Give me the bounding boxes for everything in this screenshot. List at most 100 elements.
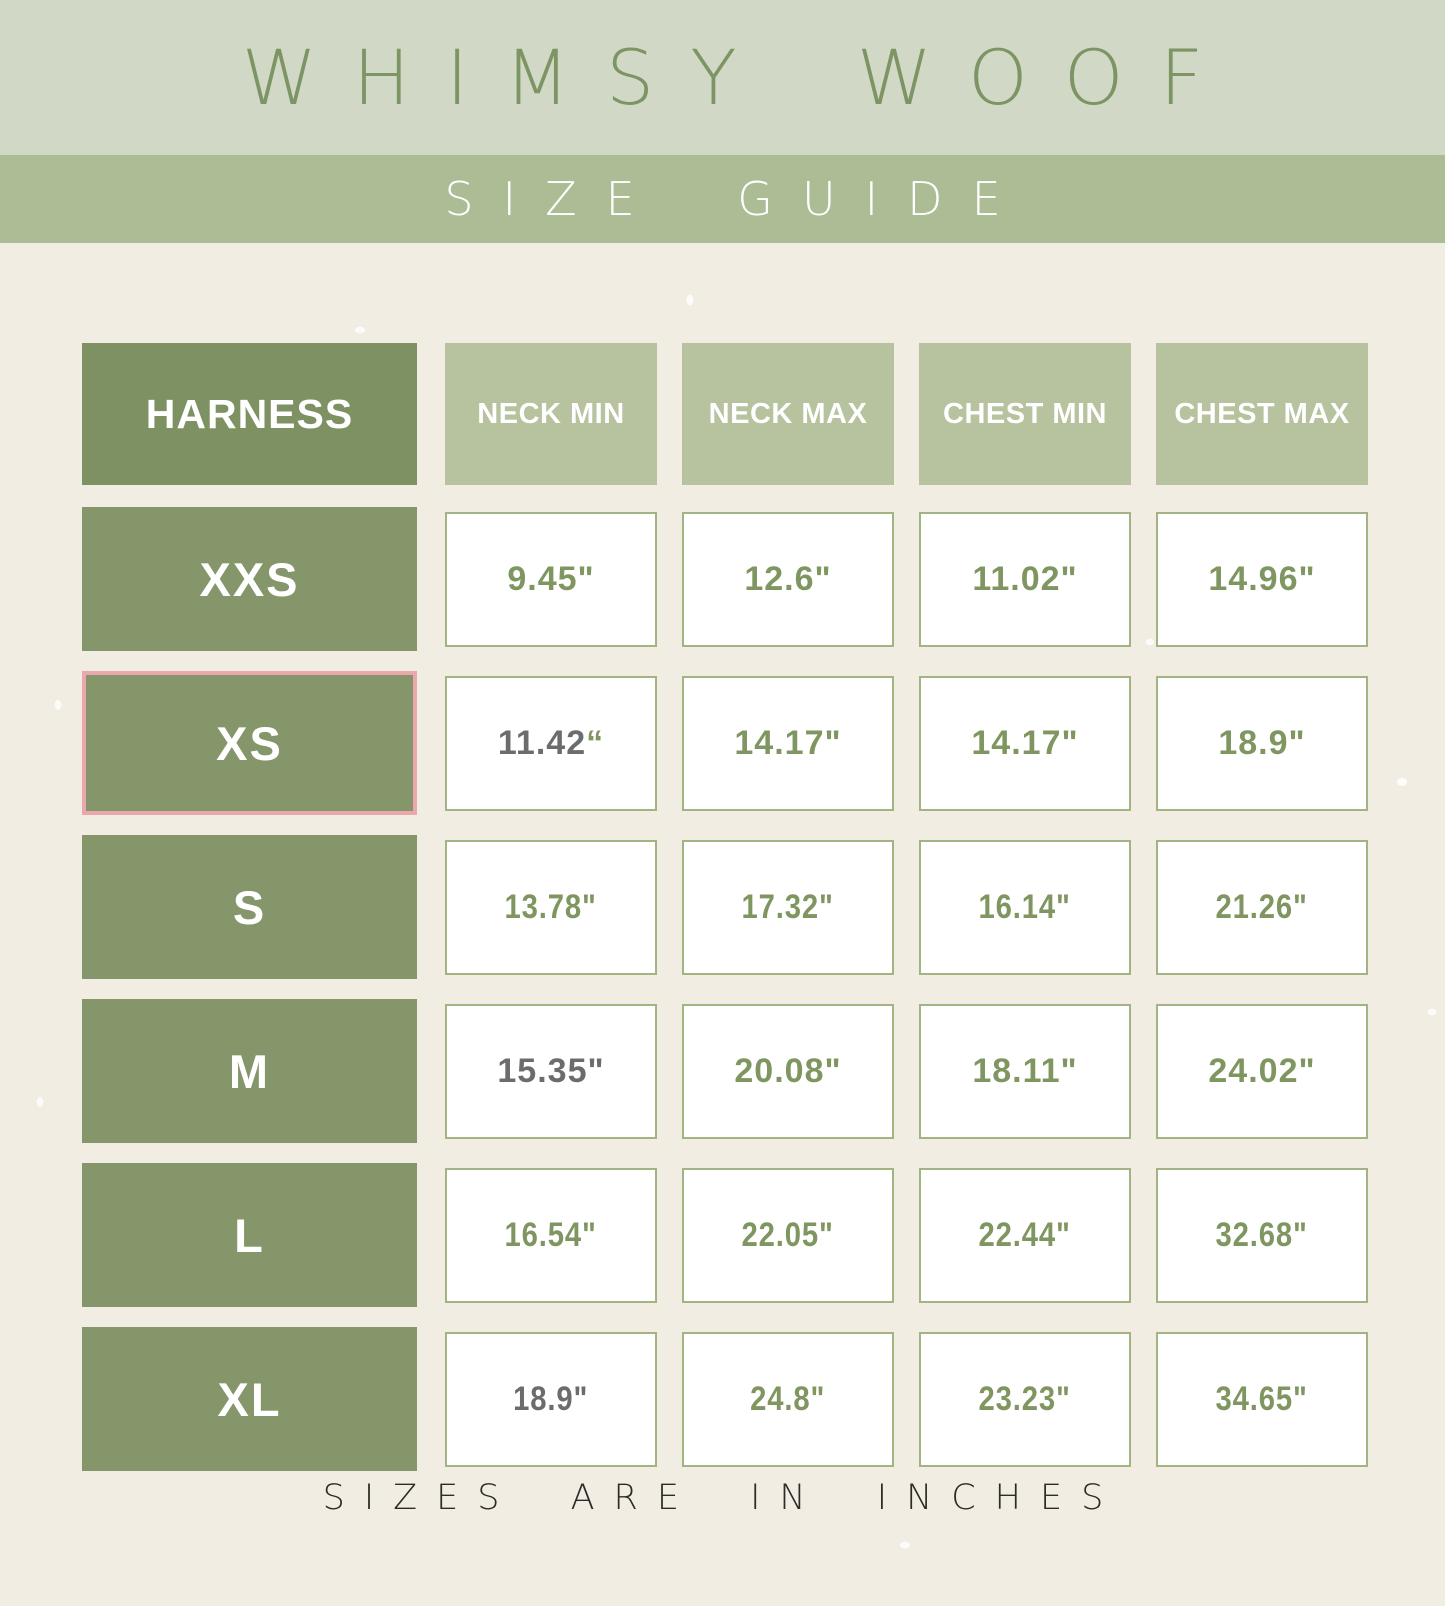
measurement-value: 22.05" (742, 1216, 834, 1255)
measurement-cell: 14.96" (1156, 511, 1368, 647)
cell-number: 23.23 (978, 1379, 1057, 1418)
size-label: L (82, 1163, 417, 1307)
measurement-cell: 18.9" (445, 1331, 657, 1467)
measurement-value: 13.78" (505, 888, 597, 927)
measurement-value: 11.42“ (498, 724, 604, 763)
inch-mark: " (1293, 1379, 1309, 1418)
column-header: CHEST MAX (1156, 343, 1368, 485)
size-label: M (82, 999, 417, 1143)
inch-mark: " (582, 887, 598, 926)
inch-mark: " (1293, 1215, 1309, 1254)
inch-mark: " (1056, 887, 1072, 926)
cell-number: 22.05 (741, 1215, 820, 1254)
measurement-value: 11.02" (972, 560, 1077, 599)
cell-number: 15.35 (497, 1051, 588, 1090)
measurement-cell: 13.78" (445, 839, 657, 975)
column-header: NECK MAX (682, 343, 894, 485)
cell-number: 24.02 (1208, 1051, 1299, 1090)
inch-mark: " (1056, 1379, 1072, 1418)
measurement-cell: 34.65" (1156, 1331, 1368, 1467)
table-row: XS 11.42“ 14.17" 14.17" 18.9" (82, 671, 1368, 815)
measurement-cell: 11.02" (919, 511, 1131, 647)
size-label: XXS (82, 507, 417, 651)
measurement-value: 15.35" (497, 1052, 604, 1091)
measurement-cell: 14.17" (919, 675, 1131, 811)
size-guide-title: SIZE GUIDE (444, 172, 1030, 226)
measurement-cell: 18.11" (919, 1003, 1131, 1139)
measurement-value: 23.23" (979, 1380, 1071, 1419)
measurement-cell: 12.6" (682, 511, 894, 647)
inch-mark: " (573, 1379, 589, 1418)
inch-mark: “ (586, 723, 605, 762)
measurement-cell: 21.26" (1156, 839, 1368, 975)
table-header-row: HARNESS NECK MIN NECK MAX CHEST MIN CHEST M… (82, 343, 1368, 485)
table-row: XL 18.9" 24.8" 23.23" 34.65" (82, 1327, 1368, 1471)
size-guide-banner: SIZE GUIDE (0, 155, 1445, 243)
measurement-cell: 22.05" (682, 1167, 894, 1303)
cell-number: 16.14 (978, 887, 1057, 926)
inch-mark: " (1060, 1051, 1078, 1090)
size-label: XS (82, 671, 417, 815)
measurement-value: 17.32" (742, 888, 834, 927)
measurement-value: 34.65" (1216, 1380, 1308, 1419)
measurement-cell: 15.35" (445, 1003, 657, 1139)
cell-number: 21.26 (1215, 887, 1294, 926)
inch-mark: " (824, 723, 842, 762)
measurement-value: 9.45" (507, 560, 594, 599)
table-row: L 16.54" 22.05" 22.44" 32.68" (82, 1163, 1368, 1307)
measurement-value: 18.9" (1218, 724, 1305, 763)
table-row: XXS 9.45" 12.6" 11.02" 14.96" (82, 507, 1368, 651)
cell-number: 11.42 (497, 723, 587, 762)
measurement-cell: 32.68" (1156, 1167, 1368, 1303)
inch-mark: " (810, 1379, 826, 1418)
measurement-cell: 22.44" (919, 1167, 1131, 1303)
measurement-value: 32.68" (1216, 1216, 1308, 1255)
cell-number: 22.44 (978, 1215, 1057, 1254)
cell-number: 14.17 (734, 723, 825, 762)
measurement-value: 20.08" (734, 1052, 841, 1091)
measurement-value: 14.17" (971, 724, 1078, 763)
measurement-value: 24.8" (750, 1380, 825, 1419)
measurement-value: 22.44" (979, 1216, 1071, 1255)
size-label: XL (82, 1327, 417, 1471)
measurement-cell: 23.23" (919, 1331, 1131, 1467)
measurement-cell: 9.45" (445, 511, 657, 647)
measurement-value: 16.14" (979, 888, 1071, 927)
brand-banner: WHIMSY WOOF (0, 0, 1445, 155)
measurement-cell: 11.42“ (445, 675, 657, 811)
cell-number: 9.45 (507, 559, 578, 598)
measurement-value: 24.02" (1208, 1052, 1315, 1091)
measurement-value: 21.26" (1216, 888, 1308, 927)
measurement-cell: 16.54" (445, 1167, 657, 1303)
table-row: S 13.78" 17.32" 16.14" 21.26" (82, 835, 1368, 979)
measurement-value: 14.96" (1208, 560, 1315, 599)
measurement-cell: 17.32" (682, 839, 894, 975)
cell-number: 32.68 (1215, 1215, 1294, 1254)
inch-mark: " (1293, 887, 1309, 926)
cell-number: 18.9 (1218, 723, 1289, 762)
inch-mark: " (1061, 723, 1079, 762)
inch-mark: " (814, 559, 832, 598)
cell-number: 13.78 (504, 887, 583, 926)
measurement-value: 18.9" (513, 1380, 588, 1419)
cell-number: 14.17 (971, 723, 1062, 762)
cell-number: 18.9 (513, 1379, 574, 1418)
measurement-value: 14.17" (734, 724, 841, 763)
cell-number: 24.8 (750, 1379, 811, 1418)
measurement-cell: 24.02" (1156, 1003, 1368, 1139)
measurement-value: 12.6" (744, 560, 831, 599)
measurement-cell: 24.8" (682, 1331, 894, 1467)
inch-mark: " (587, 1051, 605, 1090)
brand-title: WHIMSY WOOF (241, 33, 1240, 122)
harness-header-cell: HARNESS (82, 343, 417, 485)
cell-number: 16.54 (504, 1215, 583, 1254)
cell-number: 20.08 (734, 1051, 825, 1090)
inch-mark: " (819, 887, 835, 926)
inch-mark: " (1288, 723, 1306, 762)
cell-number: 18.11 (972, 1051, 1061, 1090)
measurement-cell: 18.9" (1156, 675, 1368, 811)
units-note: SIZES ARE IN INCHES (322, 1478, 1123, 1518)
measurement-value: 16.54" (505, 1216, 597, 1255)
measurement-value: 18.11" (972, 1052, 1077, 1091)
